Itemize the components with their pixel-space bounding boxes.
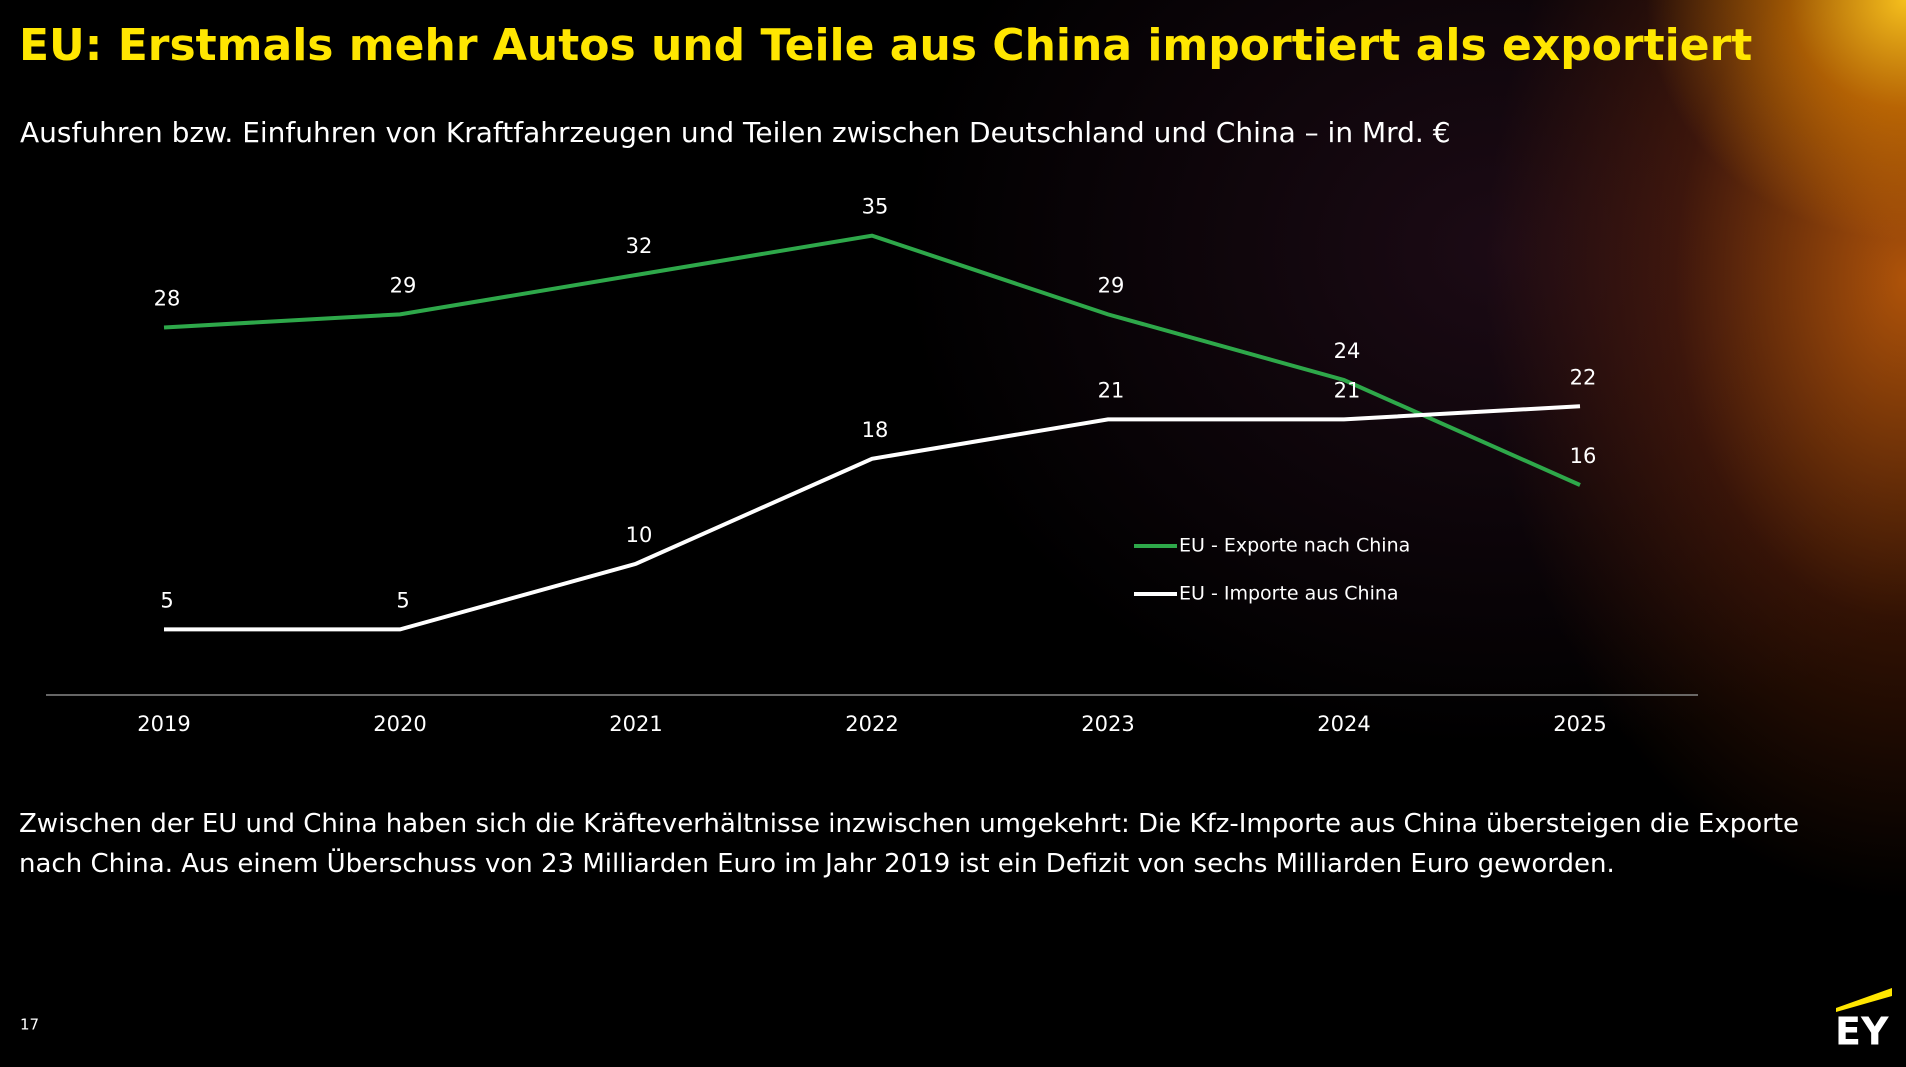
page-number: 17 [20, 1016, 39, 1034]
x-tick-label: 2025 [1553, 712, 1606, 736]
series-line [164, 404, 1581, 632]
x-tick-label: 2022 [845, 712, 898, 736]
chart-title: EU: Erstmals mehr Autos und Teile aus Ch… [19, 20, 1752, 71]
x-tick-label: 2020 [373, 712, 426, 736]
data-label: 32 [626, 234, 653, 258]
x-tick-label: 2023 [1081, 712, 1134, 736]
data-label: 28 [154, 287, 181, 311]
data-label: 21 [1098, 378, 1125, 402]
logo-mark [1836, 988, 1892, 1012]
logo: EY [1835, 1010, 1889, 1054]
series-line [163, 233, 1581, 487]
data-label: 24 [1334, 339, 1361, 363]
data-label: 16 [1570, 444, 1597, 468]
data-label: 5 [160, 588, 173, 612]
data-label: 22 [1570, 365, 1597, 389]
data-label: 35 [862, 195, 889, 219]
x-tick-label: 2019 [137, 712, 190, 736]
legend-label: EU - Importe aus China [1179, 583, 1399, 605]
data-label: 18 [862, 418, 889, 442]
data-label: 5 [396, 588, 409, 612]
x-tick-label: 2021 [609, 712, 662, 736]
x-tick-label: 2024 [1317, 712, 1370, 736]
data-label: 10 [626, 523, 653, 547]
data-label: 21 [1334, 378, 1361, 402]
data-label: 29 [1098, 273, 1125, 297]
data-label: 29 [390, 273, 417, 297]
body-text: Zwischen der EU und China haben sich die… [19, 809, 1800, 879]
legend-label: EU - Exporte nach China [1179, 535, 1410, 557]
chart-subtitle: Ausfuhren bzw. Einfuhren von Kraftfahrze… [20, 116, 1451, 149]
